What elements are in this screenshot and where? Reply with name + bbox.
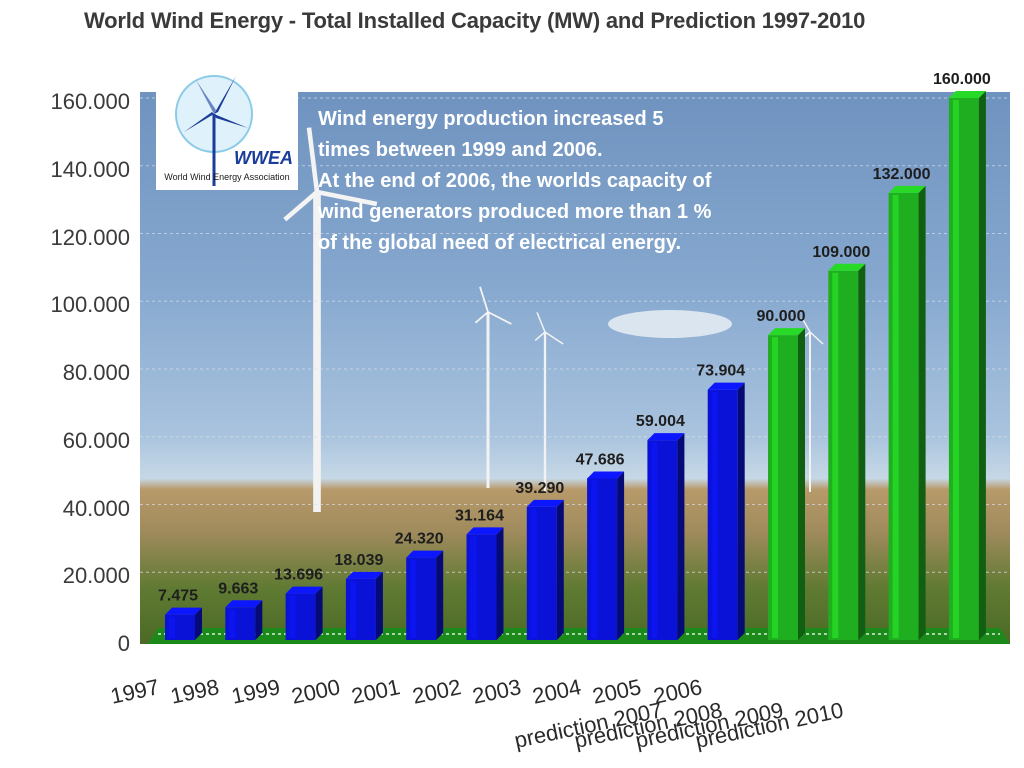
- x-tick-label: 1999: [228, 674, 282, 709]
- y-tick-label: 160.000: [50, 89, 130, 114]
- y-tick-label: 40.000: [62, 495, 130, 521]
- y-tick-label: 20.000: [62, 563, 130, 589]
- y-tick-label: 120.000: [50, 224, 130, 250]
- y-tick-label: 100.000: [50, 292, 130, 318]
- wwea-logo: WWEA World Wind Energy Association: [156, 66, 298, 190]
- wind-turbine-icon: [801, 317, 824, 492]
- x-tick-label: 1997: [108, 674, 162, 709]
- chart-title: World Wind Energy - Total Installed Capa…: [84, 8, 866, 33]
- annotation-line: At the end of 2006, the worlds capacity …: [318, 170, 712, 192]
- x-tick-label: 2000: [289, 674, 343, 709]
- annotation-line: Wind energy production increased 5: [318, 108, 664, 130]
- wind-turbine-icon: [283, 127, 378, 512]
- logo-name: World Wind Energy Association: [164, 172, 290, 182]
- cloud: [608, 310, 732, 338]
- annotation-line: of the global need of electrical energy.: [318, 232, 682, 254]
- data-label: 160.000: [933, 71, 991, 88]
- x-tick-label: 2001: [349, 674, 403, 709]
- wind-turbine-icon: [474, 286, 512, 488]
- annotation-text: Wind energy production increased 5 times…: [318, 104, 838, 259]
- x-tick-label: 2004: [530, 674, 584, 709]
- annotation-line: wind generators produced more than 1 %: [318, 201, 712, 223]
- annotation-line: times between 1999 and 2006.: [318, 139, 603, 161]
- wind-turbine-icon: [175, 75, 253, 186]
- x-tick-label: 2003: [469, 674, 524, 709]
- y-tick-label: 0: [117, 631, 130, 656]
- wind-turbine-icon: [534, 312, 564, 492]
- logo-abbr: WWEA: [234, 148, 293, 168]
- y-tick-label: 80.000: [62, 360, 130, 385]
- y-tick-label: 140.000: [50, 156, 130, 182]
- y-tick-label: 60.000: [62, 427, 130, 453]
- x-tick-label: 2002: [409, 674, 463, 709]
- x-tick-label: 1998: [168, 674, 222, 709]
